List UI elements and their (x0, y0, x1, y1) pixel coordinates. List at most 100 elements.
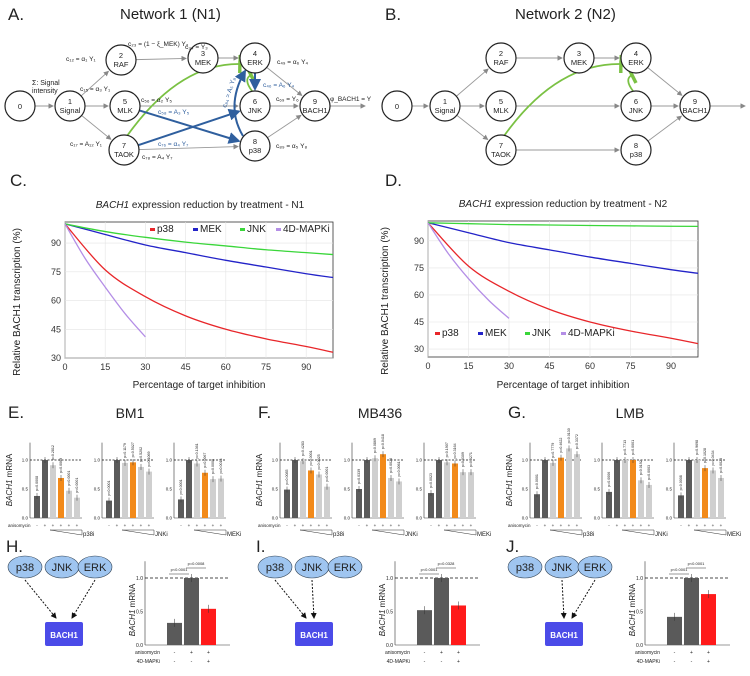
p-value-control: p<0.0001 (421, 567, 439, 572)
series-line-JNK (64, 223, 334, 256)
p-value: p=0.0008 (211, 459, 215, 474)
y-tick-label: 1.0 (344, 458, 351, 463)
panel-LMB: G. LMB BACH1 mRNA 0.0 0.5 1.0 - p=0.0001 + + p=0.7… (505, 403, 741, 538)
node-name: BACH1 (682, 106, 707, 115)
y-tick-label: 0.0 (94, 516, 101, 521)
node-number: 9 (313, 97, 317, 106)
y-tick-label: 0.5 (166, 487, 173, 492)
dose-triangle (371, 529, 405, 536)
bach1-box (545, 622, 583, 646)
bar-group-MEKi: 0.0 0.5 1.0 - p=0.0008 + + p=0.9698 + p=0.1028 + p=… (666, 440, 742, 538)
anisomycin-label: anisomycin (385, 650, 410, 656)
node-circle (109, 90, 141, 122)
JNK-label: JNK (302, 562, 323, 574)
node-number: 7 (499, 141, 503, 150)
anisomycin-sign: + (640, 523, 643, 528)
node-number: 5 (499, 97, 503, 106)
p38-node (257, 555, 293, 579)
bar (186, 460, 192, 518)
y-tick-label: 75 (414, 263, 424, 273)
cell-line-title: MB436 (358, 405, 403, 421)
anisomycin-sign: - (180, 523, 182, 528)
anisomycin-label: anisomycin (258, 523, 281, 528)
panel-label-i: I. (256, 537, 265, 556)
p-value: p=0.1028 (703, 448, 707, 463)
y-tick-label: 30 (51, 353, 61, 363)
node-circle (239, 130, 271, 162)
bar (356, 489, 362, 518)
bar (694, 460, 700, 518)
node-name: Signal (435, 106, 456, 115)
p-value-control: p<0.0001 (671, 567, 689, 572)
y-tick-label: 1.0 (22, 458, 29, 463)
node-name: BACH1 (302, 106, 327, 115)
node-input: 0 (4, 90, 36, 122)
inhibitor-label: JNKi (155, 532, 168, 538)
p-value: p=0.0339 (357, 469, 361, 484)
legend-label-p38: p38 (157, 224, 174, 235)
p-value: p=0.0001 (309, 450, 313, 465)
node-number: 8 (253, 137, 257, 146)
p-value: p=0.3372 (575, 434, 579, 449)
node-name: MEK (195, 58, 211, 67)
node-number: 6 (634, 97, 638, 106)
dose-triangle (621, 529, 655, 536)
p-value: p=0.0309 (461, 452, 465, 467)
chart-title: BACH1 expression reduction by treatment … (96, 200, 305, 211)
panel-MB436: F. MB436 BACH1 mRNA 0.0 0.5 1.0 - p=0.0085 + + p=0… (255, 403, 491, 538)
edge-1-2 (456, 68, 489, 97)
series-line-4D-MAPKi (427, 222, 510, 319)
p-value: p=0.5027 (131, 442, 135, 457)
x-tick-label: 45 (181, 362, 191, 372)
anisomycin-sign: + (302, 523, 305, 528)
bar (566, 448, 572, 518)
p-value: p=0.5202 (139, 447, 143, 462)
p-value: p=0.0023 (719, 458, 723, 473)
dose-triangle (121, 529, 155, 536)
bar (702, 468, 708, 518)
4d-mapki-sign: - (424, 659, 426, 665)
anisomycin-sign: - (174, 650, 176, 656)
bar (614, 460, 620, 518)
node-name: MLK (493, 106, 508, 115)
y-tick-label: 1.0 (166, 458, 173, 463)
node-name: JNK (248, 106, 262, 115)
bar (66, 490, 72, 518)
edge-label-c89: c₈₉ = α₅ Y₈ (276, 143, 307, 150)
anisomycin-sign: + (632, 523, 635, 528)
y-tick-label: 90 (414, 236, 424, 246)
bar (684, 578, 699, 645)
network2-title: Network 2 (N2) (515, 6, 616, 23)
p-value: p<0.0001 (75, 478, 79, 493)
p-value: p=0.0271 (469, 452, 473, 467)
anisomycin-sign: + (616, 523, 619, 528)
ERK-node (77, 555, 113, 579)
p-value: p=0.0192 (639, 460, 643, 475)
panel-label-c: C. (10, 171, 27, 190)
JNK-label: JNK (552, 562, 573, 574)
p-value: p=0.0026 (389, 458, 393, 473)
legend-swatch-p38 (150, 228, 155, 231)
mlk-to-p38-edge (139, 109, 241, 144)
x-tick-label: 75 (261, 362, 271, 372)
p-value-combo: p=0.0328 (438, 561, 456, 566)
title-text: expression reduction by treatment - N2 (492, 199, 668, 210)
node-number: 0 (395, 102, 399, 111)
edge-label-c17: c₁₇ = A₁₂ Y₁ (70, 141, 103, 148)
anisomycin-sign: - (536, 523, 538, 528)
node-number: 7 (122, 141, 126, 150)
4d-mapki-sign: + (707, 659, 710, 665)
anisomycin-label: anisomycin (8, 523, 31, 528)
edge-7-8 (138, 143, 239, 150)
x-tick-label: 60 (221, 362, 231, 372)
4d-mapki-sign: + (457, 659, 460, 665)
node-name: ERK (247, 58, 262, 67)
